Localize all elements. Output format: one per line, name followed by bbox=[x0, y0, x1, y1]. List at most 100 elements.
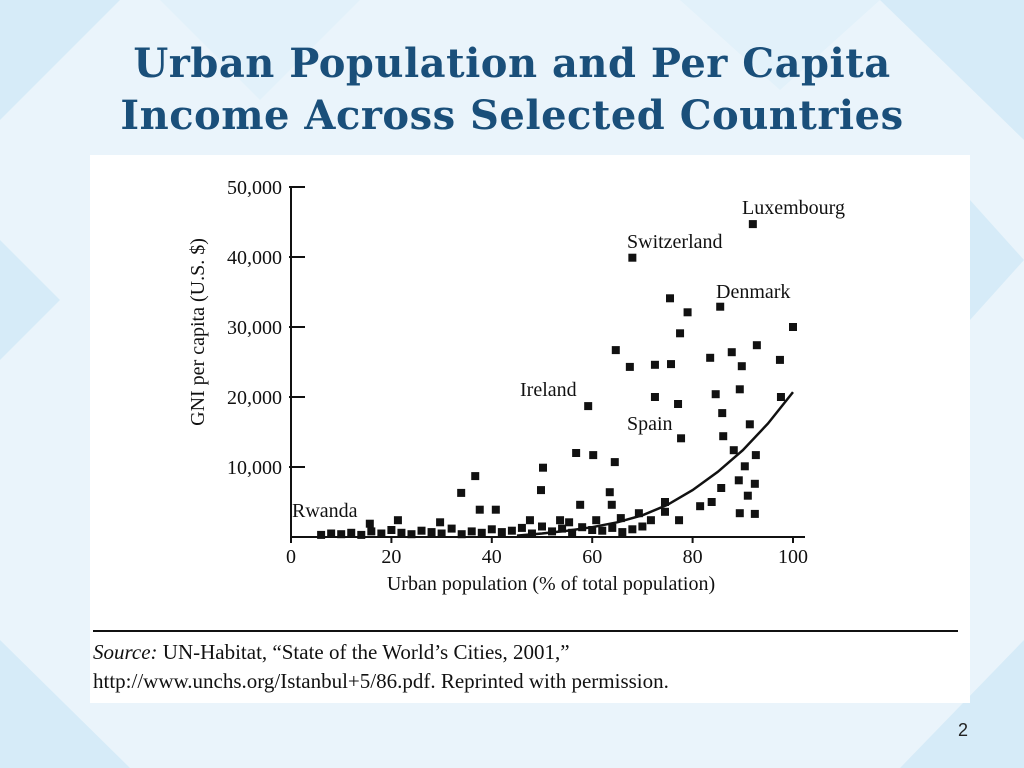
data-point bbox=[584, 402, 593, 411]
source-text: UN-Habitat, “State of the World’s Cities… bbox=[93, 640, 669, 693]
data-point bbox=[589, 451, 598, 460]
data-point bbox=[317, 530, 326, 539]
x-tick-label: 60 bbox=[582, 546, 602, 568]
data-point bbox=[367, 527, 376, 536]
data-point bbox=[357, 530, 366, 539]
y-tick-label: 30,000 bbox=[227, 317, 282, 339]
data-point bbox=[634, 509, 643, 518]
data-point bbox=[337, 530, 346, 539]
data-point bbox=[427, 528, 436, 537]
data-point bbox=[393, 516, 402, 525]
slide-title-line: Urban Population and Per Capita bbox=[133, 40, 891, 87]
data-point bbox=[598, 526, 607, 535]
data-point bbox=[610, 458, 619, 467]
data-point bbox=[748, 220, 757, 229]
data-point bbox=[750, 479, 759, 488]
data-point bbox=[743, 491, 752, 500]
data-point bbox=[539, 463, 548, 472]
data-point bbox=[717, 484, 726, 492]
annotation: Rwanda bbox=[292, 500, 358, 522]
data-point bbox=[650, 360, 659, 369]
data-point bbox=[650, 393, 659, 401]
data-point bbox=[660, 498, 669, 506]
slide-title-line: Income Across Selected Countries bbox=[120, 92, 904, 139]
data-point bbox=[683, 308, 692, 317]
data-point bbox=[491, 505, 500, 514]
source-label: Source: bbox=[93, 640, 158, 664]
x-tick-label: 40 bbox=[482, 546, 502, 568]
data-point bbox=[608, 523, 617, 532]
data-point bbox=[387, 526, 396, 534]
data-point bbox=[556, 516, 565, 525]
data-point bbox=[457, 530, 466, 539]
data-point bbox=[517, 523, 526, 532]
data-point bbox=[572, 449, 581, 457]
data-point bbox=[674, 400, 683, 408]
data-point bbox=[588, 526, 597, 534]
data-point bbox=[605, 488, 614, 497]
data-point bbox=[447, 524, 456, 533]
data-point bbox=[347, 528, 356, 537]
y-tick-label: 10,000 bbox=[227, 457, 282, 479]
data-point bbox=[457, 488, 466, 497]
data-point bbox=[666, 294, 675, 303]
data-point bbox=[417, 526, 426, 535]
y-axis-label: GNI per capita (U.S. $) bbox=[187, 238, 209, 426]
data-point bbox=[611, 346, 620, 355]
data-point bbox=[667, 360, 676, 369]
data-point bbox=[660, 507, 669, 516]
data-point bbox=[592, 516, 601, 525]
data-point bbox=[789, 323, 797, 331]
data-point bbox=[377, 529, 386, 538]
data-point bbox=[740, 462, 749, 471]
y-tick-label: 20,000 bbox=[227, 387, 282, 409]
y-tick-label: 50,000 bbox=[227, 177, 282, 199]
data-point bbox=[471, 472, 480, 481]
data-point bbox=[775, 355, 784, 364]
data-point bbox=[676, 329, 685, 338]
data-point bbox=[625, 362, 634, 371]
data-point bbox=[646, 516, 655, 525]
data-point bbox=[716, 302, 725, 311]
data-point bbox=[536, 486, 545, 495]
data-point bbox=[525, 516, 534, 525]
data-point bbox=[696, 502, 705, 511]
data-point bbox=[718, 409, 727, 418]
data-point bbox=[628, 253, 637, 262]
data-point bbox=[436, 518, 445, 527]
data-point bbox=[751, 451, 760, 460]
data-point bbox=[707, 498, 716, 506]
data-point bbox=[578, 523, 587, 532]
data-point bbox=[711, 390, 720, 399]
data-point bbox=[507, 526, 516, 535]
data-point bbox=[735, 509, 744, 518]
data-point bbox=[745, 420, 754, 429]
data-point bbox=[477, 528, 486, 537]
data-point bbox=[737, 362, 746, 371]
data-point bbox=[497, 528, 506, 537]
data-point bbox=[607, 500, 616, 509]
data-point bbox=[735, 385, 744, 394]
data-point bbox=[776, 393, 785, 401]
data-point bbox=[397, 528, 406, 537]
data-point bbox=[568, 528, 577, 537]
x-axis-label: Urban population (% of total population) bbox=[387, 573, 715, 595]
x-tick-label: 0 bbox=[286, 546, 296, 568]
annotation: Luxembourg bbox=[742, 197, 845, 219]
x-tick-label: 20 bbox=[381, 546, 401, 568]
data-point bbox=[437, 529, 446, 538]
chart-panel bbox=[90, 155, 970, 703]
data-point bbox=[467, 527, 476, 536]
annotation: Denmark bbox=[716, 281, 790, 303]
data-point bbox=[727, 348, 736, 357]
data-point bbox=[558, 524, 567, 533]
y-tick-label: 40,000 bbox=[227, 247, 282, 269]
source-note: Source: UN-Habitat, “State of the World’… bbox=[93, 638, 893, 696]
data-point bbox=[729, 446, 738, 455]
annotation: Spain bbox=[627, 413, 673, 435]
data-point bbox=[407, 530, 416, 539]
x-tick-label: 100 bbox=[778, 546, 808, 568]
data-point bbox=[365, 519, 374, 528]
